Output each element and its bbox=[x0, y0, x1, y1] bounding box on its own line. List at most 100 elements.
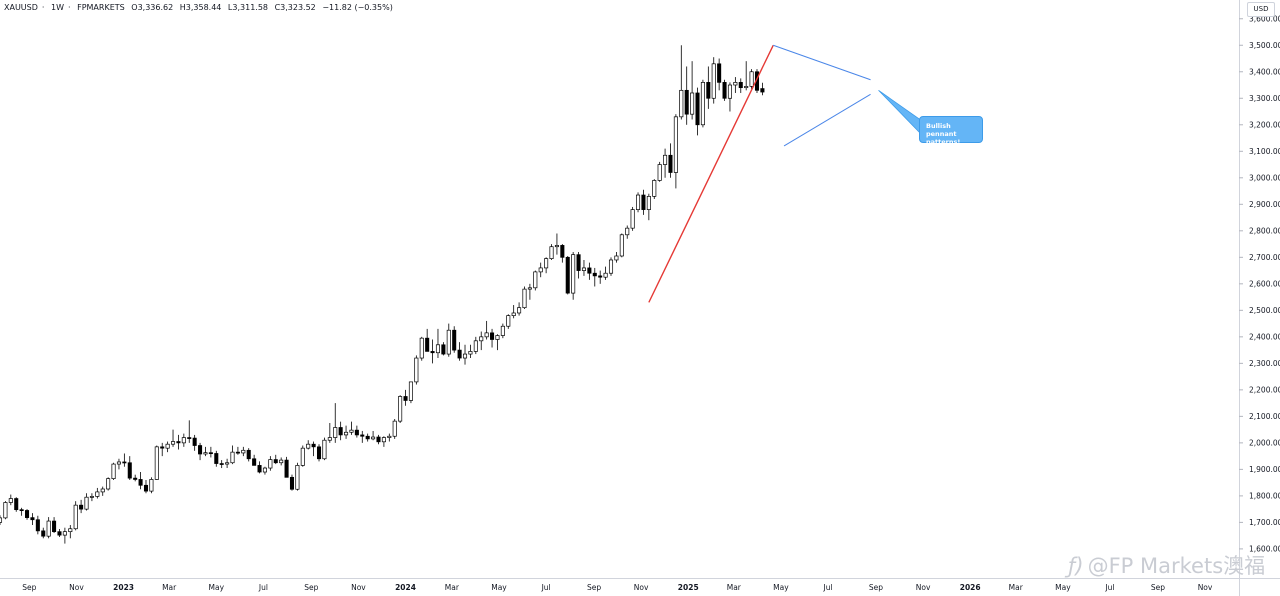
candle[interactable] bbox=[25, 509, 30, 520]
candle[interactable] bbox=[457, 342, 462, 361]
candle[interactable] bbox=[581, 259, 586, 276]
candle[interactable] bbox=[246, 448, 251, 462]
candle[interactable] bbox=[257, 461, 262, 474]
candle[interactable] bbox=[500, 323, 505, 339]
candle[interactable] bbox=[30, 513, 35, 526]
candle[interactable] bbox=[495, 334, 500, 351]
candle[interactable] bbox=[68, 525, 73, 539]
candle[interactable] bbox=[106, 477, 111, 491]
candle[interactable] bbox=[95, 487, 100, 499]
candle[interactable] bbox=[435, 328, 441, 359]
candle[interactable] bbox=[176, 434, 181, 450]
candle[interactable] bbox=[473, 336, 478, 355]
candle[interactable] bbox=[684, 66, 689, 125]
candle[interactable] bbox=[241, 446, 246, 457]
candle[interactable] bbox=[165, 441, 170, 453]
candle[interactable] bbox=[41, 527, 46, 539]
candle[interactable] bbox=[565, 255, 570, 295]
candle[interactable] bbox=[690, 61, 695, 120]
candle[interactable] bbox=[100, 486, 105, 496]
candle[interactable] bbox=[149, 477, 154, 494]
candle[interactable] bbox=[306, 440, 311, 450]
candle[interactable] bbox=[289, 474, 295, 491]
candle[interactable] bbox=[744, 61, 749, 91]
candle[interactable] bbox=[425, 328, 430, 352]
candle[interactable] bbox=[522, 286, 527, 310]
candle[interactable] bbox=[419, 336, 424, 361]
candle[interactable] bbox=[171, 429, 176, 447]
candle[interactable] bbox=[614, 252, 619, 263]
candle[interactable] bbox=[84, 493, 89, 511]
candle[interactable] bbox=[14, 497, 19, 512]
candle[interactable] bbox=[695, 87, 700, 136]
candle[interactable] bbox=[679, 45, 684, 120]
candle[interactable] bbox=[490, 328, 495, 348]
candle[interactable] bbox=[533, 270, 538, 291]
candle[interactable] bbox=[484, 320, 489, 340]
candle[interactable] bbox=[365, 433, 370, 442]
candle[interactable] bbox=[430, 339, 435, 364]
candle[interactable] bbox=[133, 474, 138, 482]
interval-label[interactable]: 1W bbox=[51, 3, 64, 12]
candle[interactable] bbox=[549, 244, 554, 260]
candle[interactable] bbox=[279, 457, 284, 466]
candle[interactable] bbox=[636, 192, 641, 213]
candle[interactable] bbox=[316, 444, 322, 462]
candle[interactable] bbox=[230, 445, 235, 465]
candle[interactable] bbox=[252, 454, 257, 466]
candle[interactable] bbox=[452, 326, 457, 353]
candle[interactable] bbox=[35, 515, 40, 535]
candle[interactable] bbox=[187, 420, 192, 443]
candle[interactable] bbox=[116, 458, 121, 470]
candle[interactable] bbox=[360, 430, 365, 443]
candle[interactable] bbox=[608, 257, 614, 276]
candle[interactable] bbox=[52, 517, 57, 533]
candle[interactable] bbox=[598, 270, 603, 284]
candle[interactable] bbox=[214, 450, 219, 467]
candle[interactable] bbox=[462, 344, 468, 365]
candle[interactable] bbox=[198, 442, 203, 461]
candle[interactable] bbox=[517, 302, 522, 316]
candle[interactable] bbox=[408, 381, 413, 404]
bullish-pennant-callout[interactable]: Bullish pennant patterns! bbox=[919, 116, 983, 146]
candle[interactable] bbox=[322, 437, 327, 461]
candle[interactable] bbox=[414, 355, 419, 385]
candle[interactable] bbox=[722, 79, 727, 101]
candle[interactable] bbox=[208, 446, 213, 458]
candle[interactable] bbox=[262, 466, 267, 475]
candle[interactable] bbox=[338, 421, 343, 441]
candle[interactable] bbox=[663, 148, 668, 178]
flagpole-trendline[interactable] bbox=[648, 44, 774, 303]
candle[interactable] bbox=[630, 206, 635, 231]
candle[interactable] bbox=[468, 344, 473, 359]
candle[interactable] bbox=[219, 460, 224, 469]
pennant-lower-trendline[interactable] bbox=[783, 93, 871, 147]
candle[interactable] bbox=[625, 225, 630, 239]
symbol-name[interactable]: XAUUSD bbox=[4, 3, 38, 12]
candle[interactable] bbox=[376, 434, 381, 445]
candle[interactable] bbox=[333, 403, 338, 443]
candle[interactable] bbox=[268, 456, 273, 471]
currency-button[interactable]: USD bbox=[1247, 2, 1275, 17]
candle[interactable] bbox=[592, 267, 597, 287]
candle[interactable] bbox=[138, 472, 143, 490]
candle[interactable] bbox=[311, 441, 316, 457]
candle[interactable] bbox=[668, 143, 673, 178]
candle[interactable] bbox=[0, 515, 3, 526]
candle[interactable] bbox=[603, 266, 608, 280]
candle[interactable] bbox=[571, 252, 576, 300]
candle[interactable] bbox=[538, 262, 543, 278]
candle[interactable] bbox=[111, 462, 116, 480]
candle[interactable] bbox=[657, 161, 662, 182]
candle[interactable] bbox=[79, 499, 84, 514]
pennant-upper-trendline[interactable] bbox=[773, 44, 871, 81]
candle[interactable] bbox=[225, 458, 230, 469]
candle[interactable] bbox=[181, 433, 186, 447]
candle[interactable] bbox=[381, 436, 386, 447]
candle[interactable] bbox=[143, 479, 149, 494]
candle[interactable] bbox=[554, 233, 559, 255]
candle[interactable] bbox=[446, 323, 451, 357]
candle[interactable] bbox=[203, 446, 208, 457]
candle[interactable] bbox=[62, 527, 67, 544]
